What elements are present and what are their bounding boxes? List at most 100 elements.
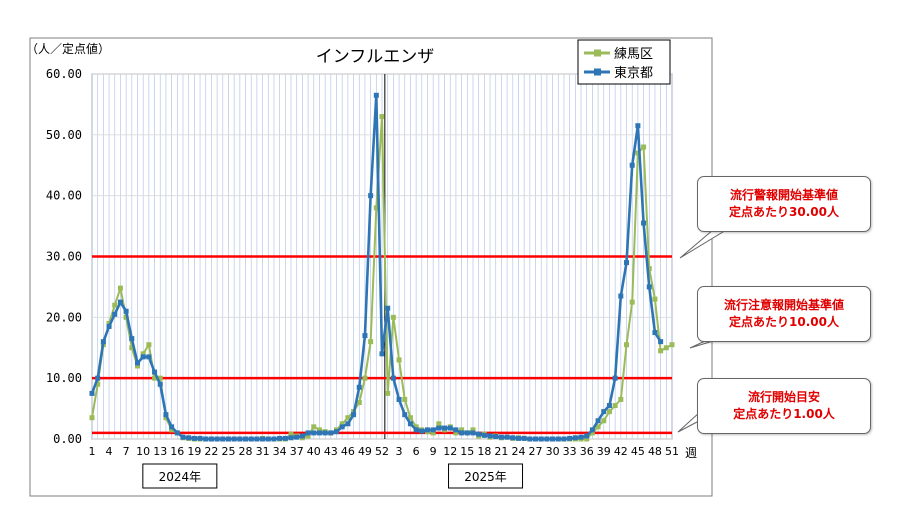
series-point xyxy=(89,415,95,421)
series-point xyxy=(663,345,669,351)
series-point xyxy=(618,293,624,299)
series-point xyxy=(334,429,340,435)
series-point xyxy=(629,162,635,168)
x-tick-label: 12 xyxy=(443,445,457,458)
series-point xyxy=(112,302,118,308)
series-point xyxy=(555,436,561,442)
series-point xyxy=(100,339,106,345)
series-point xyxy=(436,421,442,427)
series-point xyxy=(174,430,180,436)
x-tick-label: 18 xyxy=(477,445,491,458)
x-tick-label: 3 xyxy=(396,445,403,458)
x-tick-label: 36 xyxy=(580,445,594,458)
x-tick-label: 40 xyxy=(307,445,321,458)
series-point xyxy=(533,436,539,442)
series-point xyxy=(89,390,95,396)
series-point xyxy=(385,305,391,311)
series-point xyxy=(407,415,413,421)
series-point xyxy=(322,430,328,436)
series-point xyxy=(646,266,652,272)
series-point xyxy=(669,342,675,348)
series-point xyxy=(191,435,197,441)
x-tick-label: 33 xyxy=(563,445,577,458)
legend-label: 練馬区 xyxy=(614,47,653,62)
year-label: 2024年 xyxy=(159,470,202,484)
series-point xyxy=(225,436,231,442)
series-point xyxy=(146,342,152,348)
series-point xyxy=(282,435,288,441)
series-point xyxy=(117,299,123,305)
x-tick-label: 19 xyxy=(187,445,201,458)
series-point xyxy=(527,436,533,442)
series-point xyxy=(396,357,402,363)
series-point xyxy=(447,425,453,431)
callout-warning-threshold: 流行注意報開始基準値 定点あたり10.00人 xyxy=(697,286,871,342)
series-point xyxy=(265,436,271,442)
x-tick-label: 34 xyxy=(273,445,287,458)
series-point xyxy=(112,311,118,317)
x-tick-label: 7 xyxy=(123,445,130,458)
callout-start-line1: 流行開始目安 xyxy=(747,390,820,404)
series-point xyxy=(419,428,425,434)
series-point xyxy=(117,285,123,291)
series-point xyxy=(601,409,607,415)
series-point xyxy=(544,436,550,442)
series-point xyxy=(504,434,510,440)
series-point xyxy=(652,330,658,336)
series-point xyxy=(578,434,584,440)
year-label-box xyxy=(448,463,524,489)
chart-title: インフルエンザ xyxy=(316,47,435,67)
series-point xyxy=(146,354,152,360)
y-tick-label: 30.00 xyxy=(46,250,82,264)
callout-alert-threshold: 流行警報開始基準値 定点あたり30.00人 xyxy=(697,176,871,232)
series-point xyxy=(498,434,504,440)
series-point xyxy=(305,430,311,436)
series-point xyxy=(413,427,419,433)
series-point xyxy=(169,427,175,433)
callout-alert-line1: 流行警報開始基準値 xyxy=(729,188,838,202)
x-tick-label: 43 xyxy=(324,445,338,458)
series-point xyxy=(385,390,391,396)
series-point xyxy=(624,260,630,266)
x-tick-label: 24 xyxy=(511,445,525,458)
series-point xyxy=(123,308,129,314)
x-tick-label: 16 xyxy=(170,445,184,458)
series-point xyxy=(589,427,595,433)
series-point xyxy=(152,375,158,381)
series-point xyxy=(606,409,612,415)
x-tick-label: 27 xyxy=(529,445,543,458)
series-point xyxy=(442,425,448,431)
y-tick-label: 20.00 xyxy=(46,310,82,324)
x-tick-label: 39 xyxy=(597,445,611,458)
series-point xyxy=(618,396,624,402)
series-point xyxy=(288,435,294,441)
x-tick-label: 49 xyxy=(358,445,372,458)
series-point xyxy=(561,436,567,442)
series-point xyxy=(459,427,465,433)
series-point xyxy=(157,381,163,387)
series-point xyxy=(402,412,408,418)
y-tick-label: 50.00 xyxy=(46,128,82,142)
series-point xyxy=(584,436,590,442)
series-point xyxy=(624,342,630,348)
series-point xyxy=(180,434,186,440)
series-point xyxy=(595,424,601,430)
series-point xyxy=(584,433,590,439)
series-point xyxy=(316,430,322,436)
x-tick-label: 42 xyxy=(614,445,628,458)
series-point xyxy=(248,436,254,442)
series-point xyxy=(260,436,266,442)
series-point xyxy=(169,424,175,430)
x-tick-label: 46 xyxy=(341,445,355,458)
series-point xyxy=(550,436,556,442)
series-point xyxy=(203,436,209,442)
series-point xyxy=(220,436,226,442)
series-point xyxy=(379,114,385,120)
y-tick-label: 40.00 xyxy=(46,189,82,203)
series-point xyxy=(197,435,203,441)
series-point xyxy=(459,430,465,436)
series-point xyxy=(271,436,277,442)
